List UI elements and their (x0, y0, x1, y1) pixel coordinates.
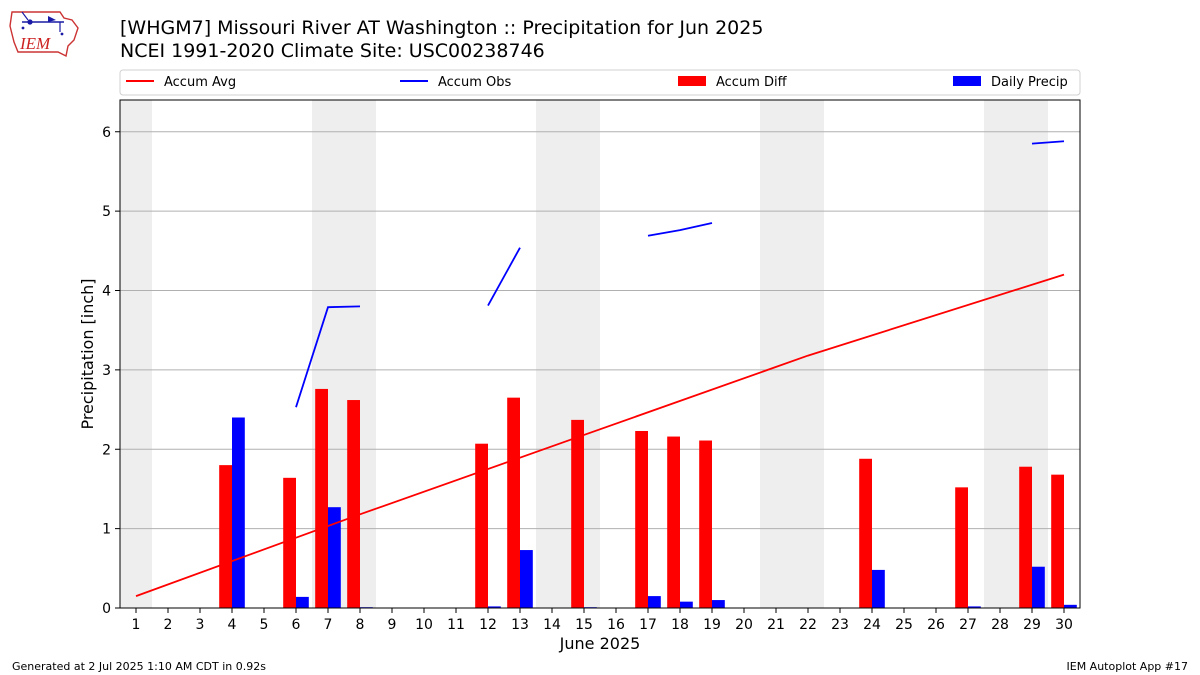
accum-diff-bar (347, 400, 360, 608)
x-tick-label: 12 (479, 617, 497, 633)
x-tick-label: 7 (324, 617, 333, 633)
x-tick-label: 10 (415, 617, 433, 633)
y-tick-label: 5 (102, 204, 111, 220)
x-tick-label: 26 (927, 617, 945, 633)
chart-subtitle: NCEI 1991-2020 Climate Site: USC00238746 (120, 40, 545, 62)
legend-label: Accum Diff (716, 75, 788, 90)
x-tick-label: 27 (959, 617, 977, 633)
accum-diff-bar (667, 436, 680, 608)
x-tick-label: 13 (511, 617, 529, 633)
x-tick-label: 19 (703, 617, 721, 633)
accum-avg-line (135, 273, 1065, 597)
daily-precip-bar (968, 606, 981, 608)
accum-diff-bar (859, 458, 872, 608)
x-tick-label: 18 (671, 617, 689, 633)
x-tick-label: 4 (228, 617, 237, 633)
plot-frame (119, 99, 1081, 609)
daily-precip-bar (1032, 566, 1045, 608)
x-tick-label: 9 (388, 617, 397, 633)
daily-precip-bar (296, 596, 309, 608)
generated-timestamp: Generated at 2 Jul 2025 1:10 AM CDT in 0… (12, 660, 266, 673)
y-axis-label: Precipitation [inch] (78, 278, 97, 429)
daily-precip-bar (1064, 604, 1077, 608)
iem-logo: IEM (9, 11, 79, 58)
legend-label: Accum Obs (438, 75, 511, 90)
y-tick-label: 3 (102, 363, 111, 379)
accum-obs-line (487, 247, 521, 307)
x-tick-label: 5 (260, 617, 269, 633)
legend-label: Accum Avg (164, 75, 236, 90)
x-tick-label: 30 (1055, 617, 1073, 633)
accum-diff-bar (1051, 474, 1064, 608)
accum-obs-line (1031, 140, 1065, 145)
daily-precip-bar (232, 417, 245, 608)
legend-box (119, 69, 1081, 96)
x-tick-label: 8 (356, 617, 365, 633)
y-tick-label: 1 (102, 522, 111, 538)
chart-title: [WHGM7] Missouri River AT Washington :: … (120, 17, 764, 39)
x-tick-label: 1 (132, 617, 141, 633)
app-credit: IEM Autoplot App #17 (1066, 660, 1189, 673)
weekend-band (536, 100, 568, 608)
accum-obs-line (295, 305, 361, 408)
x-tick-label: 2 (164, 617, 173, 633)
logo-text: IEM (19, 34, 51, 53)
weekend-band (760, 100, 792, 608)
weekend-band (120, 100, 152, 608)
x-tick-label: 16 (607, 617, 625, 633)
x-tick-label: 21 (767, 617, 785, 633)
daily-precip-bar (488, 606, 501, 608)
accum-diff-bar (571, 419, 584, 608)
daily-precip-bar (872, 569, 885, 608)
weekend-band (984, 100, 1016, 608)
accum-diff-bar (283, 477, 296, 608)
y-tick-label: 0 (102, 601, 111, 617)
x-tick-label: 25 (895, 617, 913, 633)
x-tick-label: 29 (1023, 617, 1041, 633)
legend-swatch (678, 76, 706, 86)
daily-precip-bar (328, 507, 341, 608)
x-axis-label: June 2025 (559, 634, 641, 653)
daily-precip-bar (520, 550, 533, 608)
y-tick-label: 6 (102, 125, 111, 141)
y-tick-label: 2 (102, 442, 111, 458)
x-tick-label: 14 (543, 617, 561, 633)
accum-diff-bar (699, 440, 712, 608)
x-tick-label: 28 (991, 617, 1009, 633)
daily-precip-bar (712, 600, 725, 608)
x-tick-label: 24 (863, 617, 881, 633)
x-tick-label: 6 (292, 617, 301, 633)
x-tick-label: 17 (639, 617, 657, 633)
x-tick-label: 20 (735, 617, 753, 633)
x-tick-label: 22 (799, 617, 817, 633)
daily-precip-bar (680, 601, 693, 608)
accum-diff-bar (315, 388, 328, 608)
x-tick-label: 11 (447, 617, 465, 633)
daily-precip-bar (648, 596, 661, 608)
accum-diff-bar (475, 443, 488, 608)
accum-diff-bar (219, 465, 232, 608)
weekend-band (792, 100, 824, 608)
accum-diff-bar (635, 430, 648, 608)
accum-diff-bar (507, 397, 520, 608)
accum-diff-bar (955, 487, 968, 608)
x-tick-label: 3 (196, 617, 205, 633)
y-tick-label: 4 (102, 284, 111, 300)
x-tick-label: 15 (575, 617, 593, 633)
legend-label: Daily Precip (991, 75, 1068, 90)
accum-diff-bar (1019, 466, 1032, 608)
x-tick-label: 23 (831, 617, 849, 633)
legend-swatch (953, 76, 981, 86)
accum-obs-line (647, 222, 713, 237)
